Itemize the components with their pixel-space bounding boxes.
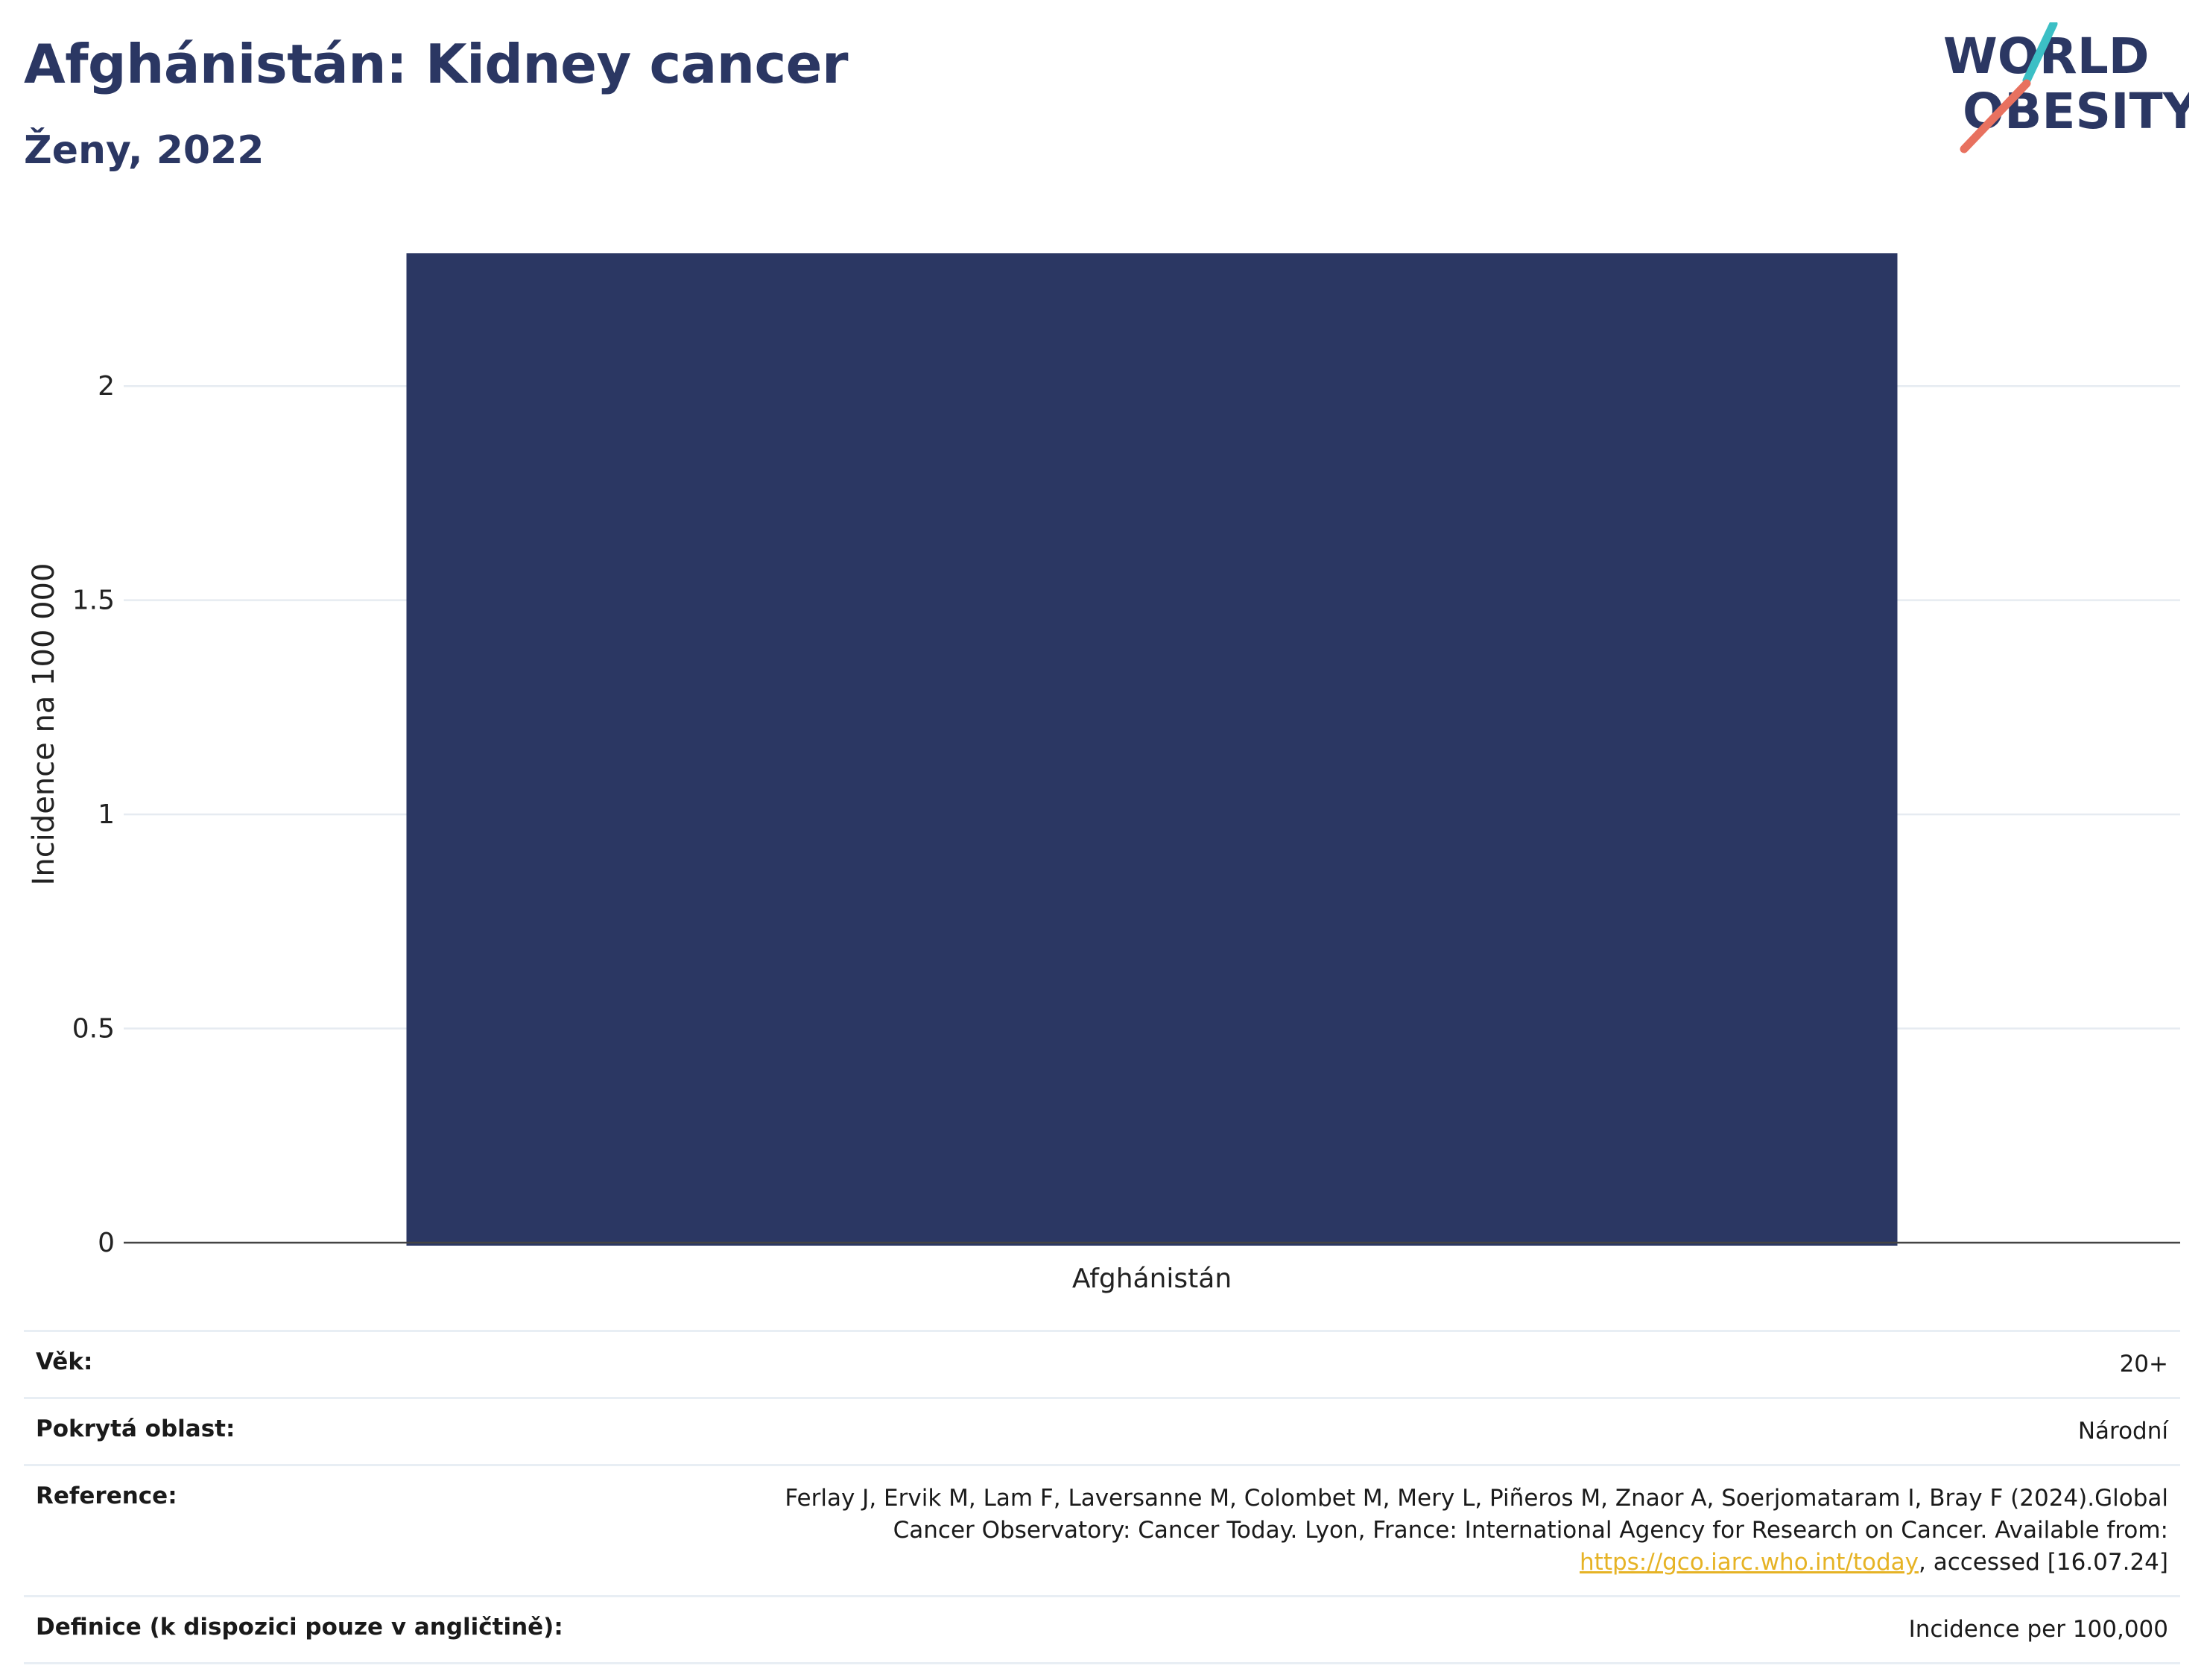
age-label: Věk:: [24, 1330, 718, 1398]
reference-value: Ferlay J, Ervik M, Lam F, Laversanne M, …: [718, 1464, 2180, 1597]
meta-row-reference: Reference: Ferlay J, Ervik M, Lam F, Lav…: [24, 1464, 2180, 1597]
y-axis-title: Incidence na 100 000: [27, 563, 61, 886]
x-tick-labels: Afghánistán: [1072, 1264, 1232, 1294]
coverage-value: Národní: [718, 1397, 2180, 1465]
bar-chart: 0 0.5 1 1.5 2 Afghánistán Incidence na 100 0…: [27, 253, 2180, 1294]
y-tick-label: 1.5: [72, 586, 115, 616]
reference-accessed: , accessed [16.07.24]: [1918, 1549, 2168, 1576]
metadata-table: Věk: 20+ Pokrytá oblast: Národní Referen…: [24, 1330, 2180, 1664]
chart-subtitle: Ženy, 2022: [24, 128, 265, 173]
meta-row-definition: Definice (k dispozici pouze v angličtině…: [24, 1595, 2180, 1664]
definition-value: Incidence per 100,000: [718, 1595, 2180, 1664]
reference-label: Reference:: [24, 1464, 718, 1597]
y-tick-labels: 0 0.5 1 1.5 2: [72, 371, 115, 1258]
definition-label: Definice (k dispozici pouze v angličtině…: [24, 1595, 718, 1664]
logo-slash-teal: [2022, 22, 2058, 85]
coverage-label: Pokrytá oblast:: [24, 1397, 718, 1465]
reference-link[interactable]: https://gco.iarc.who.int/today: [1580, 1549, 1919, 1576]
y-tick-label: 0: [98, 1228, 115, 1258]
age-value: 20+: [718, 1330, 2180, 1398]
logo-slash-coral: [1960, 79, 2031, 153]
x-tick-label: Afghánistán: [1072, 1264, 1232, 1294]
y-tick-label: 0.5: [72, 1014, 115, 1045]
y-tick-label: 1: [98, 799, 115, 830]
bars: [406, 253, 1898, 1246]
meta-row-coverage: Pokrytá oblast: Národní: [24, 1397, 2180, 1465]
chart-title: Afghánistán: Kidney cancer: [24, 33, 849, 95]
meta-row-age: Věk: 20+: [24, 1330, 2180, 1398]
reference-text: Ferlay J, Ervik M, Lam F, Laversanne M, …: [785, 1485, 2168, 1544]
world-obesity-logo: WORLD OBESITY: [1943, 22, 2189, 153]
bar: [406, 253, 1898, 1246]
y-tick-label: 2: [98, 371, 115, 402]
